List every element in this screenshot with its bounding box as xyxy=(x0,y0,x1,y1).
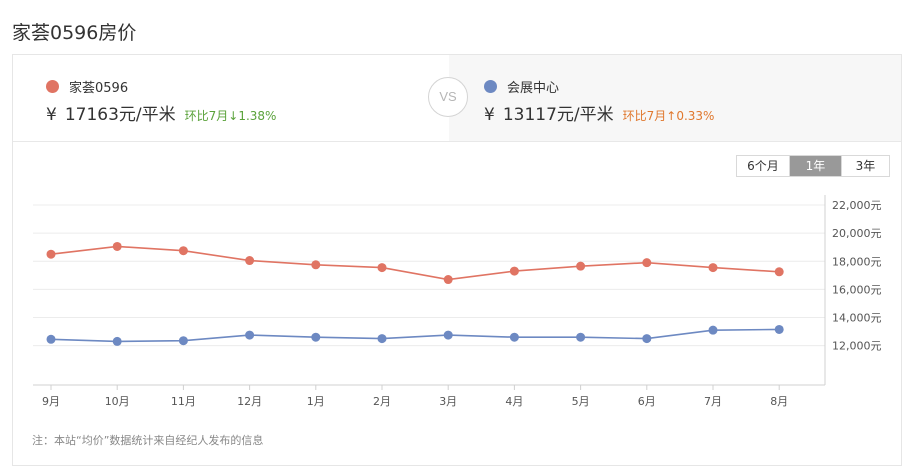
compare-left: 家荟0596 ¥ 17163元/平米 环比7月↓1.38% xyxy=(13,55,449,141)
x-tick-label: 4月 xyxy=(505,395,523,408)
y-tick-label: 12,000元 xyxy=(832,340,882,353)
x-tick-label: 1月 xyxy=(307,395,325,408)
data-point xyxy=(708,325,718,335)
x-tick-label: 9月 xyxy=(42,395,60,408)
y-tick-label: 16,000元 xyxy=(832,283,882,296)
data-point xyxy=(774,267,784,277)
data-point xyxy=(642,334,652,344)
data-point xyxy=(377,334,387,344)
data-point xyxy=(46,334,56,344)
data-point xyxy=(245,330,255,340)
data-point xyxy=(774,324,784,334)
y-tick-label: 22,000元 xyxy=(832,199,882,212)
x-tick-label: 7月 xyxy=(704,395,722,408)
tab-3-years[interactable]: 3年 xyxy=(841,156,889,176)
series-name-huizhan: 会展中心 xyxy=(507,81,560,96)
data-point xyxy=(509,332,519,342)
y-tick-label: 20,000元 xyxy=(832,227,882,240)
data-point xyxy=(509,266,519,276)
price-change-jiahui: 环比7月↓1.38% xyxy=(184,109,277,123)
price-value-huizhan: 13117元/平米 xyxy=(502,105,614,125)
data-point xyxy=(443,330,453,340)
data-point xyxy=(642,258,652,268)
data-point xyxy=(708,263,718,273)
data-point xyxy=(311,332,321,342)
tab-6-months[interactable]: 6个月 xyxy=(737,156,789,176)
data-point xyxy=(311,260,321,270)
x-tick-label: 2月 xyxy=(373,395,391,408)
currency-symbol: ¥ xyxy=(46,105,57,125)
data-point xyxy=(377,263,387,273)
vs-badge: VS xyxy=(428,77,468,117)
compare-right: 会展中心 ¥ 13117元/平米 环比7月↑0.33% xyxy=(449,55,901,141)
price-line-chart: 12,000元 14,000元 16,000元 18,000元 20,000元 22,00… xyxy=(33,195,882,408)
price-row-huizhan: ¥ 13117元/平米 环比7月↑0.33% xyxy=(484,100,714,125)
price-row-jiahui: ¥ 17163元/平米 环比7月↓1.38% xyxy=(46,100,276,125)
series-line-0 xyxy=(50,245,780,281)
series-line-1 xyxy=(50,328,780,343)
series-dot-huizhan xyxy=(484,80,497,93)
data-point xyxy=(178,336,188,346)
range-tabs: 6个月 1年 3年 xyxy=(736,155,890,177)
x-tick-label: 12月 xyxy=(237,395,262,408)
data-point xyxy=(443,275,453,285)
data-point xyxy=(245,256,255,266)
x-tick-label: 8月 xyxy=(770,395,788,408)
data-point xyxy=(46,249,56,259)
price-change-huizhan: 环比7月↑0.33% xyxy=(622,109,715,123)
x-tick-label: 6月 xyxy=(638,395,656,408)
x-tick-label: 10月 xyxy=(105,395,130,408)
x-tick-label: 11月 xyxy=(171,395,196,408)
price-compare-panel: 家荟0596 ¥ 17163元/平米 环比7月↓1.38% VS 会展中心 ¥ … xyxy=(13,55,901,142)
page-title: 家荟0596房价 xyxy=(12,22,137,44)
x-tick-label: 5月 xyxy=(572,395,590,408)
x-tick-label: 3月 xyxy=(439,395,457,408)
data-point xyxy=(178,246,188,256)
y-tick-label: 18,000元 xyxy=(832,255,882,268)
price-value-jiahui: 17163元/平米 xyxy=(64,105,176,125)
series-name-jiahui: 家荟0596 xyxy=(69,81,129,96)
footnote: 注：本站“均价”数据统计来自经纪人发布的信息 xyxy=(32,434,264,447)
price-trend-card: 家荟0596 ¥ 17163元/平米 环比7月↓1.38% VS 会展中心 ¥ … xyxy=(12,54,902,466)
data-point xyxy=(112,336,122,346)
series-dot-jiahui xyxy=(46,80,59,93)
data-point xyxy=(112,241,122,251)
y-tick-label: 14,000元 xyxy=(832,312,882,325)
data-point xyxy=(576,332,586,342)
data-point xyxy=(576,261,586,271)
currency-symbol: ¥ xyxy=(484,105,495,125)
tab-1-year[interactable]: 1年 xyxy=(789,156,841,176)
